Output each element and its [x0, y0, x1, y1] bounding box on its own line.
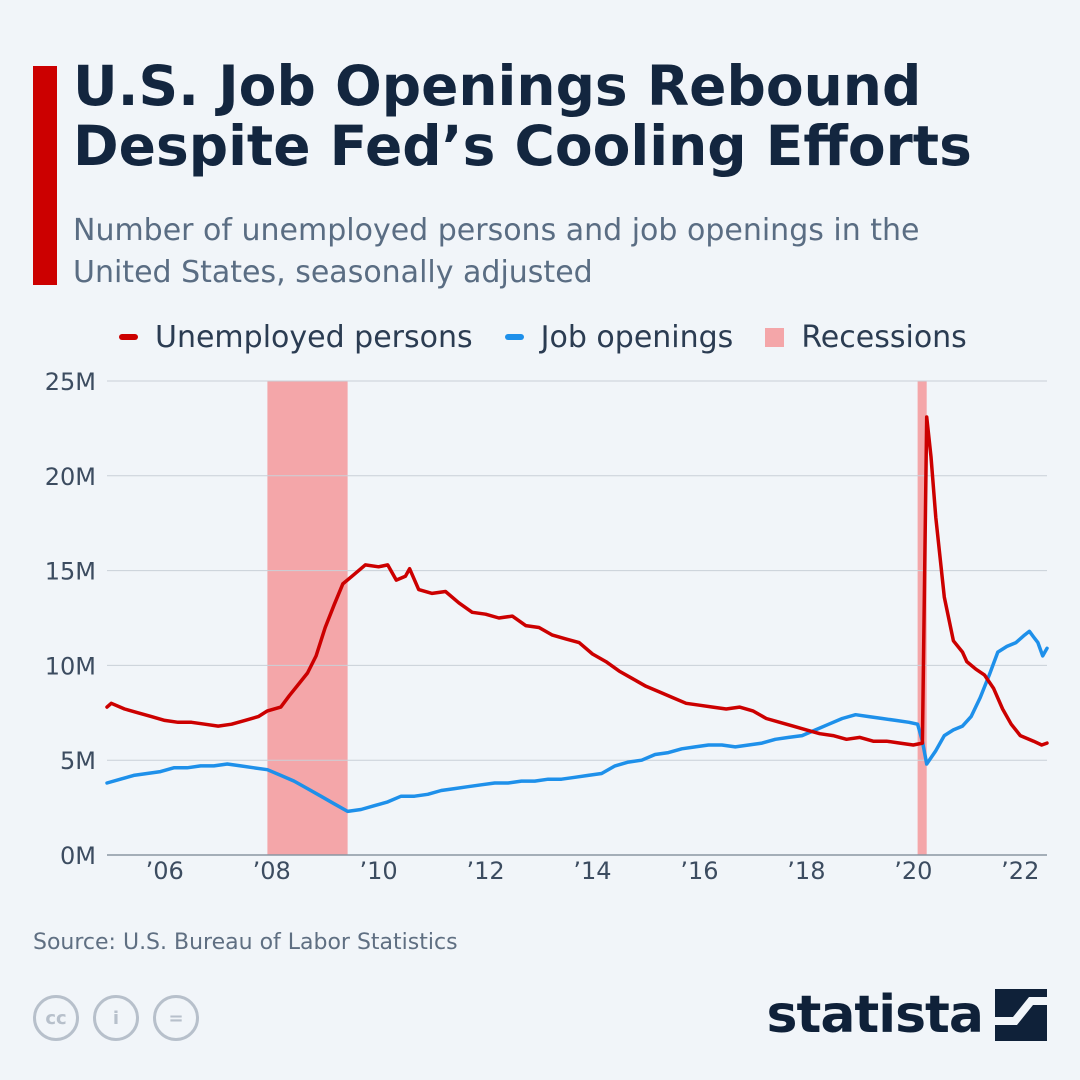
- x-tick-label-3: ’12: [466, 857, 504, 885]
- chart-title: U.S. Job Openings Rebound Despite Fed’s …: [73, 54, 972, 178]
- legend-label-recessions: Recessions: [801, 319, 967, 355]
- line-chart: 0M 5M 10M 15M 20M 25M ’06 ’08 ’10 ’12 ’14 ’16 ’18 ’20…: [45, 368, 1049, 885]
- x-tick-label-0: ’06: [146, 857, 184, 885]
- brand-name: statista: [766, 985, 984, 1045]
- legend-item-recessions: Recessions: [765, 320, 967, 355]
- legend-label-unemployed: Unemployed persons: [155, 319, 473, 355]
- y-tick-label-0: 0M: [60, 842, 96, 870]
- x-tick-label-4: ’14: [573, 857, 611, 885]
- recession-band-1: [917, 381, 927, 855]
- legend-item-openings: Job openings: [504, 319, 734, 355]
- legend-label-openings: Job openings: [540, 319, 734, 355]
- x-tick-label-6: ’18: [787, 857, 825, 885]
- x-tick-label-2: ’10: [360, 857, 398, 885]
- x-tick-label-7: ’20: [894, 857, 932, 885]
- legend-line-openings-icon: [504, 334, 524, 340]
- creative-commons-icon[interactable]: cc: [33, 995, 79, 1041]
- legend-item-unemployed: Unemployed persons: [119, 320, 473, 355]
- y-tick-label-4: 20M: [45, 463, 96, 491]
- y-tick-label-1: 5M: [60, 747, 96, 775]
- y-tick-label-3: 15M: [45, 558, 96, 586]
- statista-mark-icon: [995, 989, 1047, 1041]
- y-tick-label-5: 25M: [45, 368, 96, 396]
- attribution-icon[interactable]: i: [93, 995, 139, 1041]
- statista-logo[interactable]: statista: [767, 985, 1047, 1045]
- legend: Unemployed persons Job openings Recessio…: [119, 315, 999, 359]
- series-line-unemployed: [105, 415, 1049, 747]
- series-line-openings: [105, 629, 1049, 814]
- legend-line-unemployed-icon: [119, 334, 138, 340]
- legend-swatch-recessions-icon: [765, 327, 785, 347]
- license-icons: cc i =: [33, 995, 213, 1041]
- x-tick-label-1: ’08: [253, 857, 291, 885]
- chart-subtitle: Number of unemployed persons and job ope…: [73, 213, 920, 290]
- x-tick-label-5: ’16: [680, 857, 718, 885]
- source-note: Source: U.S. Bureau of Labor Statistics: [33, 930, 458, 955]
- y-tick-label-2: 10M: [45, 652, 96, 680]
- x-tick-label-8: ’22: [1001, 857, 1039, 885]
- no-derivatives-icon[interactable]: =: [153, 995, 199, 1041]
- title-accent-bar: [33, 66, 57, 285]
- recession-band-0: [267, 381, 348, 855]
